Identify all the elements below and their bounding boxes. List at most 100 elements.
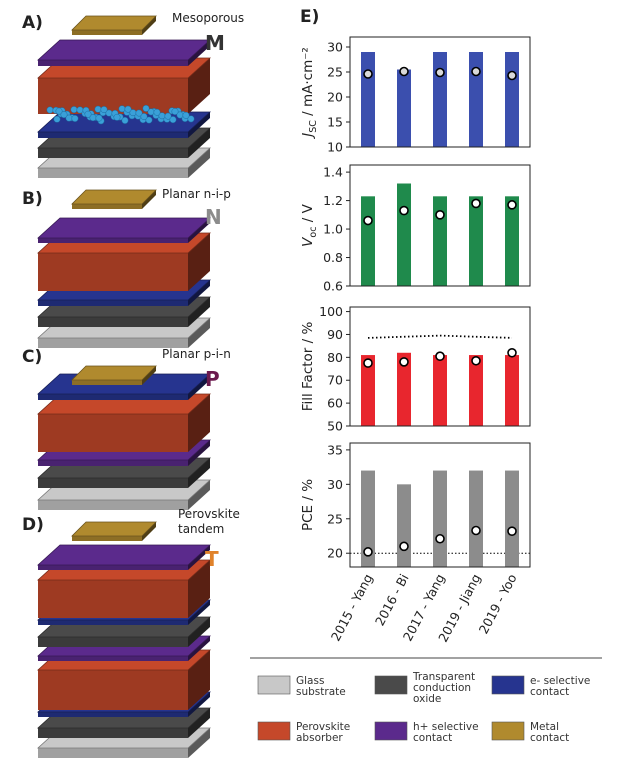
x-tick-label: 2019 - Yoo (476, 571, 520, 636)
y-tick-label: 10 (327, 140, 343, 155)
bar (397, 183, 411, 286)
y-tick-label: 1.0 (323, 222, 343, 237)
bar (505, 196, 519, 286)
mesoporous-bead (182, 111, 190, 119)
layer-side (188, 728, 210, 758)
layer-front (38, 500, 188, 510)
layer-side (188, 617, 210, 647)
mesoporous-bead (100, 106, 108, 114)
layer-side (188, 280, 210, 306)
layer-side (188, 600, 210, 625)
panel-code: P (205, 367, 220, 391)
mesoporous-bead (76, 106, 84, 114)
layer-front (38, 238, 188, 243)
mesoporous-bead (135, 109, 143, 117)
layer-front (38, 656, 188, 661)
y-label-main: PCE / % (300, 479, 316, 531)
y-tick-label: 25 (327, 511, 343, 526)
layer-front (38, 338, 188, 348)
y-tick-label: 20 (327, 90, 343, 105)
legend-label: Glass (296, 675, 324, 687)
dot (471, 525, 481, 536)
layer-front (72, 30, 142, 35)
legend-swatch (491, 675, 525, 695)
y-tick-label: 0.8 (323, 250, 343, 265)
layer-front (38, 565, 188, 570)
y-label-main: V (300, 236, 316, 247)
bar (397, 69, 411, 147)
dot (435, 351, 445, 362)
layer-top (71, 189, 157, 205)
layer-side (188, 480, 210, 510)
layer-front (38, 317, 188, 327)
mesoporous-bead (142, 104, 150, 112)
figure-label: E) (300, 7, 319, 27)
layer-side (188, 458, 210, 488)
layer-side (188, 440, 210, 466)
mesoporous-bead (169, 116, 177, 124)
legend-label: Metal (530, 721, 559, 733)
legend-label: oxide (413, 693, 441, 705)
mesoporous-bead (95, 114, 103, 122)
layer-side (142, 522, 156, 541)
layer-side (188, 297, 210, 327)
mesoporous-bead (153, 108, 161, 116)
dot (363, 215, 373, 226)
y-label-unit: / mA·cm⁻² (300, 47, 316, 120)
bar (469, 470, 483, 567)
layer-front (38, 670, 188, 710)
layer-side (188, 394, 210, 452)
layer-front (38, 300, 188, 306)
layer-front (38, 712, 188, 717)
mesoporous-bead (145, 116, 153, 124)
mesoporous-bead (124, 105, 132, 113)
layer-side (188, 545, 210, 570)
plot-frame (349, 164, 531, 287)
panel-letter: A) (22, 13, 43, 33)
dot (507, 526, 517, 536)
dot (435, 210, 445, 220)
y-axis-label: Voc / V (300, 203, 319, 246)
y-tick-label: 30 (327, 40, 343, 55)
layer-side (188, 128, 210, 158)
bar (469, 355, 483, 426)
panel-name: Perovskite (178, 507, 240, 521)
mesoporous-bead (60, 111, 68, 119)
layer-side (188, 40, 210, 66)
layer-front (72, 536, 142, 541)
layer-front (38, 394, 188, 400)
mesoporous-bead (140, 113, 148, 120)
layer-side (188, 318, 210, 348)
bar (469, 196, 483, 286)
bar (361, 196, 375, 286)
legend-label: Transparent (412, 671, 475, 683)
layer-top (36, 217, 212, 239)
plot-frame (349, 442, 531, 568)
layer-front (38, 637, 188, 647)
layer-side (188, 233, 210, 291)
y-tick-label: 80 (327, 350, 343, 365)
bar (505, 52, 519, 147)
layer-front (38, 414, 188, 452)
panel-name: tandem (178, 522, 224, 536)
y-tick-label: 70 (327, 373, 343, 388)
bar (397, 352, 411, 426)
layer-side (188, 112, 210, 138)
y-tick-label: 25 (327, 65, 343, 80)
layer-front (38, 728, 188, 738)
dot (471, 198, 481, 209)
mesoporous-bead (53, 115, 61, 123)
dot (399, 205, 409, 216)
dot (363, 69, 373, 79)
mesoporous-bead (55, 107, 63, 115)
layer-side (142, 190, 156, 209)
layer-side (142, 16, 156, 35)
mesoporous-bead (84, 110, 92, 118)
layer-front (72, 380, 142, 385)
layer-top (36, 544, 212, 566)
dot (363, 547, 373, 557)
layer-side (188, 374, 210, 400)
panel-name: Planar n-i-p (162, 187, 231, 201)
layer-front (38, 460, 188, 466)
y-tick-label: 15 (327, 115, 343, 130)
